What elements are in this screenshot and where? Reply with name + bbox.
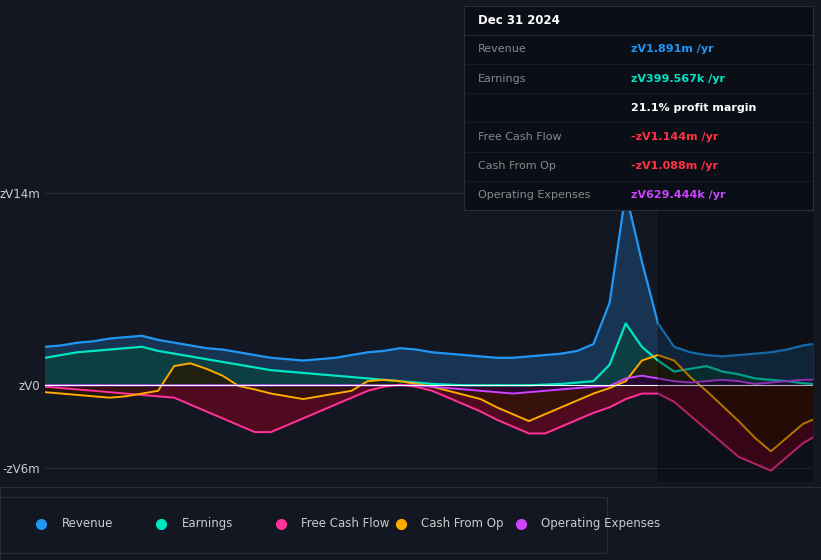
Text: Earnings: Earnings bbox=[181, 517, 233, 530]
Text: zᐯ629.444k /yr: zᐯ629.444k /yr bbox=[631, 190, 726, 200]
Text: 21.1% profit margin: 21.1% profit margin bbox=[631, 103, 757, 113]
Text: Operating Expenses: Operating Expenses bbox=[478, 190, 590, 200]
Text: Cash From Op: Cash From Op bbox=[421, 517, 503, 530]
Text: Free Cash Flow: Free Cash Flow bbox=[301, 517, 390, 530]
Text: Cash From Op: Cash From Op bbox=[478, 161, 556, 171]
Text: Free Cash Flow: Free Cash Flow bbox=[478, 132, 562, 142]
Text: -zᐯ1.144m /yr: -zᐯ1.144m /yr bbox=[631, 132, 718, 142]
Text: Revenue: Revenue bbox=[62, 517, 113, 530]
Text: Dec 31 2024: Dec 31 2024 bbox=[478, 13, 560, 27]
FancyBboxPatch shape bbox=[0, 497, 608, 553]
Text: zᐯ399.567k /yr: zᐯ399.567k /yr bbox=[631, 73, 725, 83]
Text: Operating Expenses: Operating Expenses bbox=[541, 517, 660, 530]
Text: Earnings: Earnings bbox=[478, 73, 526, 83]
Text: zᐯ1.891m /yr: zᐯ1.891m /yr bbox=[631, 44, 714, 54]
Polygon shape bbox=[658, 165, 813, 482]
Text: Revenue: Revenue bbox=[478, 44, 526, 54]
Text: -zᐯ1.088m /yr: -zᐯ1.088m /yr bbox=[631, 161, 718, 171]
